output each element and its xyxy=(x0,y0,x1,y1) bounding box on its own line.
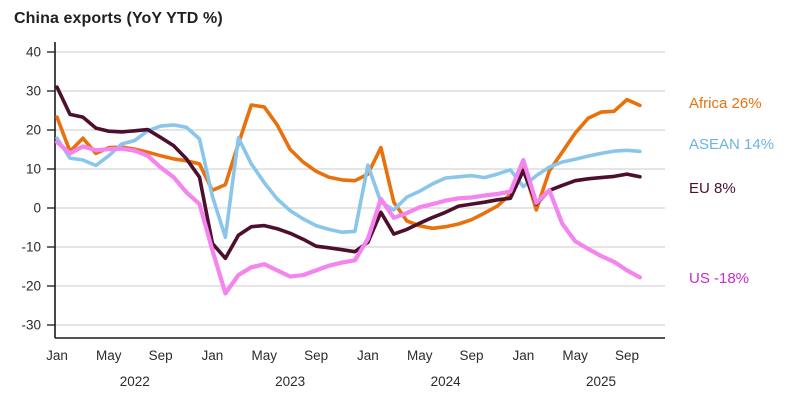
legend-label-eu: EU 8% xyxy=(689,180,736,197)
x-axis-label-32: Sep xyxy=(460,348,484,363)
y-axis-label-10: 10 xyxy=(26,162,41,177)
y-axis-label-30: 30 xyxy=(26,84,41,99)
x-axis-label-8: Sep xyxy=(149,348,173,363)
x-axis-label-36: Jan xyxy=(512,348,534,363)
x-axis-label-40: May xyxy=(562,348,588,363)
year-label-2025: 2025 xyxy=(586,374,616,389)
y-axis-label-40: 40 xyxy=(26,45,41,60)
y-axis-label-20: 20 xyxy=(26,123,41,138)
x-axis-label-24: Jan xyxy=(357,348,379,363)
x-axis-label-28: May xyxy=(407,348,433,363)
x-axis-label-16: May xyxy=(252,348,278,363)
legend-label-asean: ASEAN 14% xyxy=(689,136,774,153)
year-label-2022: 2022 xyxy=(120,374,150,389)
y-axis-label--10: -10 xyxy=(21,240,41,255)
legend-label-africa: Africa 26% xyxy=(689,95,762,112)
year-label-2024: 2024 xyxy=(431,374,462,389)
x-axis-label-44: Sep xyxy=(615,348,639,363)
y-axis-label-0: 0 xyxy=(33,201,41,216)
x-axis-label-4: May xyxy=(96,348,122,363)
series-line-africa xyxy=(55,97,642,231)
series-line-us xyxy=(54,140,643,296)
y-axis-label--30: -30 xyxy=(21,318,41,333)
year-label-2023: 2023 xyxy=(275,374,305,389)
y-axis-label--20: -20 xyxy=(21,279,41,294)
x-axis-label-12: Jan xyxy=(202,348,224,363)
legend-label-us: US -18% xyxy=(689,270,749,287)
chart-title: China exports (YoY YTD %) xyxy=(14,10,223,27)
x-axis-label-20: Sep xyxy=(304,348,328,363)
x-axis-label-0: Jan xyxy=(46,348,68,363)
series-line-asean xyxy=(55,123,642,240)
